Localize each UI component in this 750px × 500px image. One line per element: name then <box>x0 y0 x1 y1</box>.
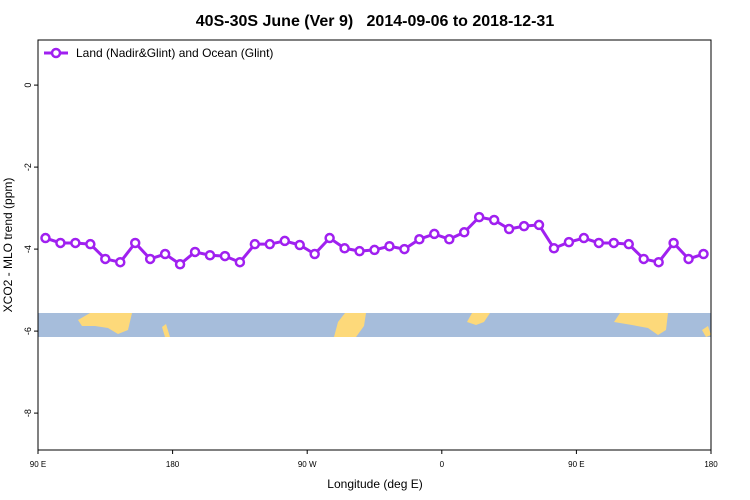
x-axis-label: Longitude (deg E) <box>327 477 422 491</box>
x-tick-label: 180 <box>704 460 718 469</box>
map-band <box>38 313 711 337</box>
data-point <box>55 237 66 249</box>
data-point <box>563 236 575 248</box>
data-point <box>369 244 380 256</box>
land <box>702 326 711 337</box>
data-point <box>189 246 201 258</box>
data-point <box>533 219 545 231</box>
data-point <box>488 214 500 226</box>
data-point <box>578 232 590 244</box>
y-tick-label: 0 <box>23 83 33 88</box>
data-point <box>174 259 186 270</box>
data-point <box>399 243 410 255</box>
y-tick-label: -6 <box>23 327 33 335</box>
data-point <box>144 253 156 265</box>
land <box>467 313 490 325</box>
data-point <box>444 234 455 245</box>
data-point <box>518 220 530 232</box>
data-point <box>414 234 425 245</box>
land <box>334 313 366 337</box>
data-point <box>384 240 395 252</box>
data-point <box>264 238 276 250</box>
x-tick-label: 90 E <box>568 460 584 469</box>
x-tick-label: 90 E <box>30 460 46 469</box>
data-point <box>668 237 679 249</box>
data-point <box>593 237 605 249</box>
legend: Land (Nadir&Glint) and Ocean (Glint) <box>44 46 273 60</box>
data-point <box>294 239 305 251</box>
ocean <box>38 313 711 337</box>
x-tick-label: 0 <box>440 460 445 469</box>
y-tick-label: -4 <box>23 245 33 253</box>
data-point <box>129 237 141 249</box>
data-point <box>354 245 365 257</box>
chart-title: 40S-30S June (Ver 9) 2014-09-06 to 2018-… <box>196 13 555 30</box>
y-axis-label: XCO2 - MLO trend (ppm) <box>1 178 15 313</box>
y-tick-label: -8 <box>23 409 33 417</box>
data-point <box>324 232 335 244</box>
data-point <box>473 211 485 223</box>
land <box>614 313 668 335</box>
data-point <box>623 238 634 250</box>
data-point <box>159 248 171 260</box>
data-point <box>40 232 51 244</box>
data-point <box>429 228 440 240</box>
data-point <box>219 250 231 262</box>
data-point <box>698 248 709 260</box>
x-tick-label: 180 <box>166 460 180 469</box>
data-point <box>70 237 81 249</box>
y-tick-label: -2 <box>23 163 33 171</box>
data-point <box>100 253 111 265</box>
data-point <box>279 235 291 247</box>
legend-marker <box>50 47 62 59</box>
data-point <box>115 256 126 268</box>
data-point <box>339 243 350 254</box>
data-point <box>234 256 246 268</box>
data-point <box>548 243 560 254</box>
land <box>78 313 132 334</box>
plot-frame <box>37 39 712 451</box>
data-point <box>249 238 261 250</box>
data-point <box>608 237 620 249</box>
data-point <box>638 253 649 265</box>
data-point <box>309 248 320 260</box>
data-point <box>204 250 216 261</box>
data-point <box>503 223 515 235</box>
data-point <box>85 238 96 250</box>
data-point <box>653 256 664 268</box>
data-point <box>683 253 694 265</box>
legend-label: Land (Nadir&Glint) and Ocean (Glint) <box>76 46 273 60</box>
land <box>162 324 170 337</box>
data-point <box>458 227 470 238</box>
x-tick-label: 90 W <box>298 460 317 469</box>
